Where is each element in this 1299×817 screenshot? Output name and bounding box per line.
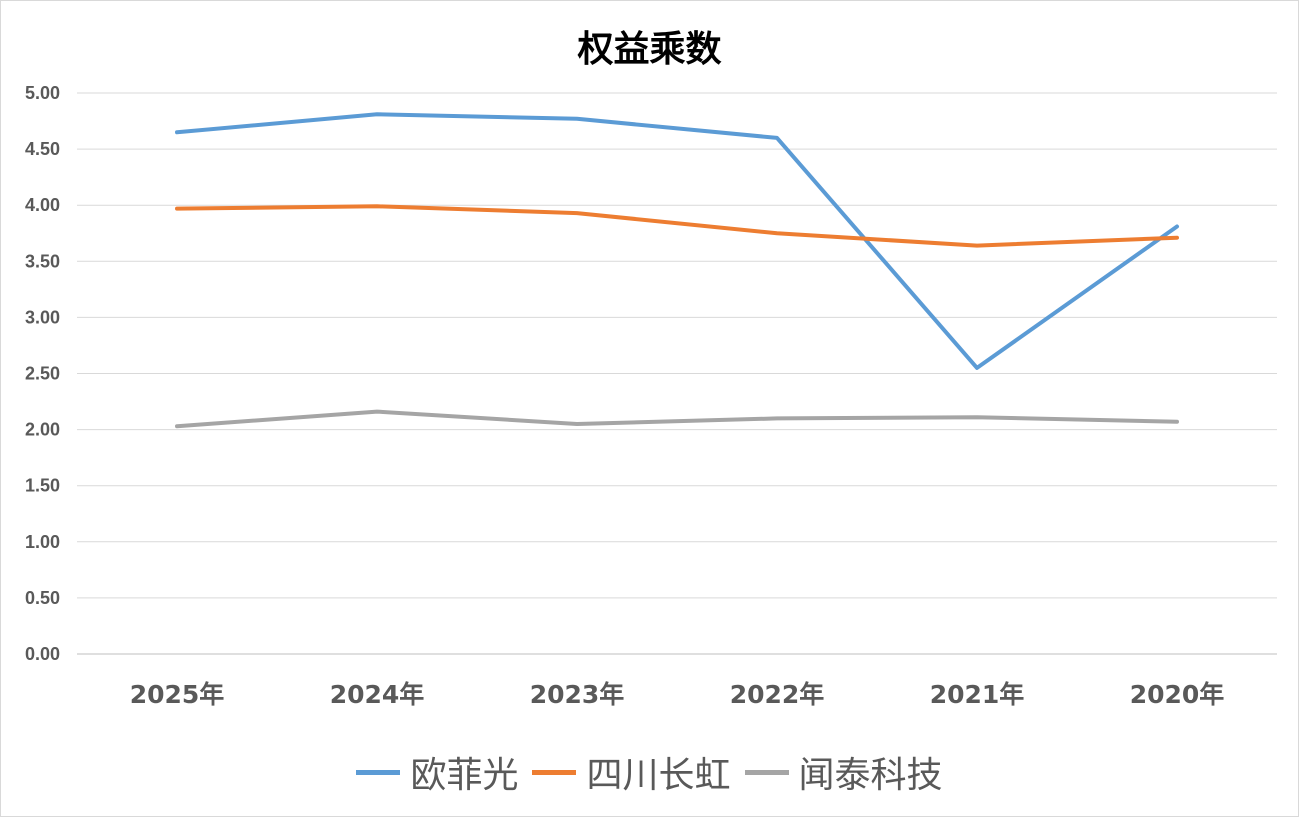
x-tick-label: 2022年	[730, 680, 825, 709]
series-line-2	[175, 204, 1179, 248]
y-tick-label: 2.50	[25, 364, 60, 384]
y-tick-label: 1.00	[25, 532, 60, 552]
x-tick-label: 2021年	[930, 680, 1025, 709]
x-tick-label: 2023年	[530, 680, 625, 709]
chart-title: 权益乘数	[577, 29, 722, 70]
legend-label: 四川长虹	[586, 755, 731, 796]
legend-item-1: 欧菲光	[356, 746, 518, 798]
x-tick-label: 2020年	[1130, 680, 1225, 709]
series-line-3	[175, 409, 1179, 429]
y-tick-label: 0.00	[25, 644, 60, 664]
legend-label: 闻泰科技	[798, 755, 943, 796]
legend-item-2: 四川长虹	[532, 746, 731, 798]
y-tick-label: 4.00	[25, 195, 60, 215]
legend-swatch	[744, 769, 789, 775]
legend-swatch	[532, 769, 577, 775]
y-tick-label: 3.50	[25, 251, 60, 271]
legend-label: 欧菲光	[410, 755, 519, 796]
y-tick-label: 1.50	[25, 476, 60, 496]
x-tick-label: 2025年	[130, 680, 225, 709]
legend-swatch	[356, 769, 401, 775]
x-tick-label: 2024年	[330, 680, 425, 709]
y-tick-label: 0.50	[25, 588, 60, 608]
series-line-1	[175, 112, 1179, 370]
y-tick-label: 4.50	[25, 139, 60, 159]
legend: 欧菲光 四川长虹 闻泰科技	[0, 742, 1299, 802]
y-tick-label: 3.00	[25, 307, 60, 327]
legend-item-3: 闻泰科技	[744, 746, 943, 798]
y-tick-label: 5.00	[25, 83, 60, 103]
y-tick-label: 2.00	[25, 420, 60, 440]
